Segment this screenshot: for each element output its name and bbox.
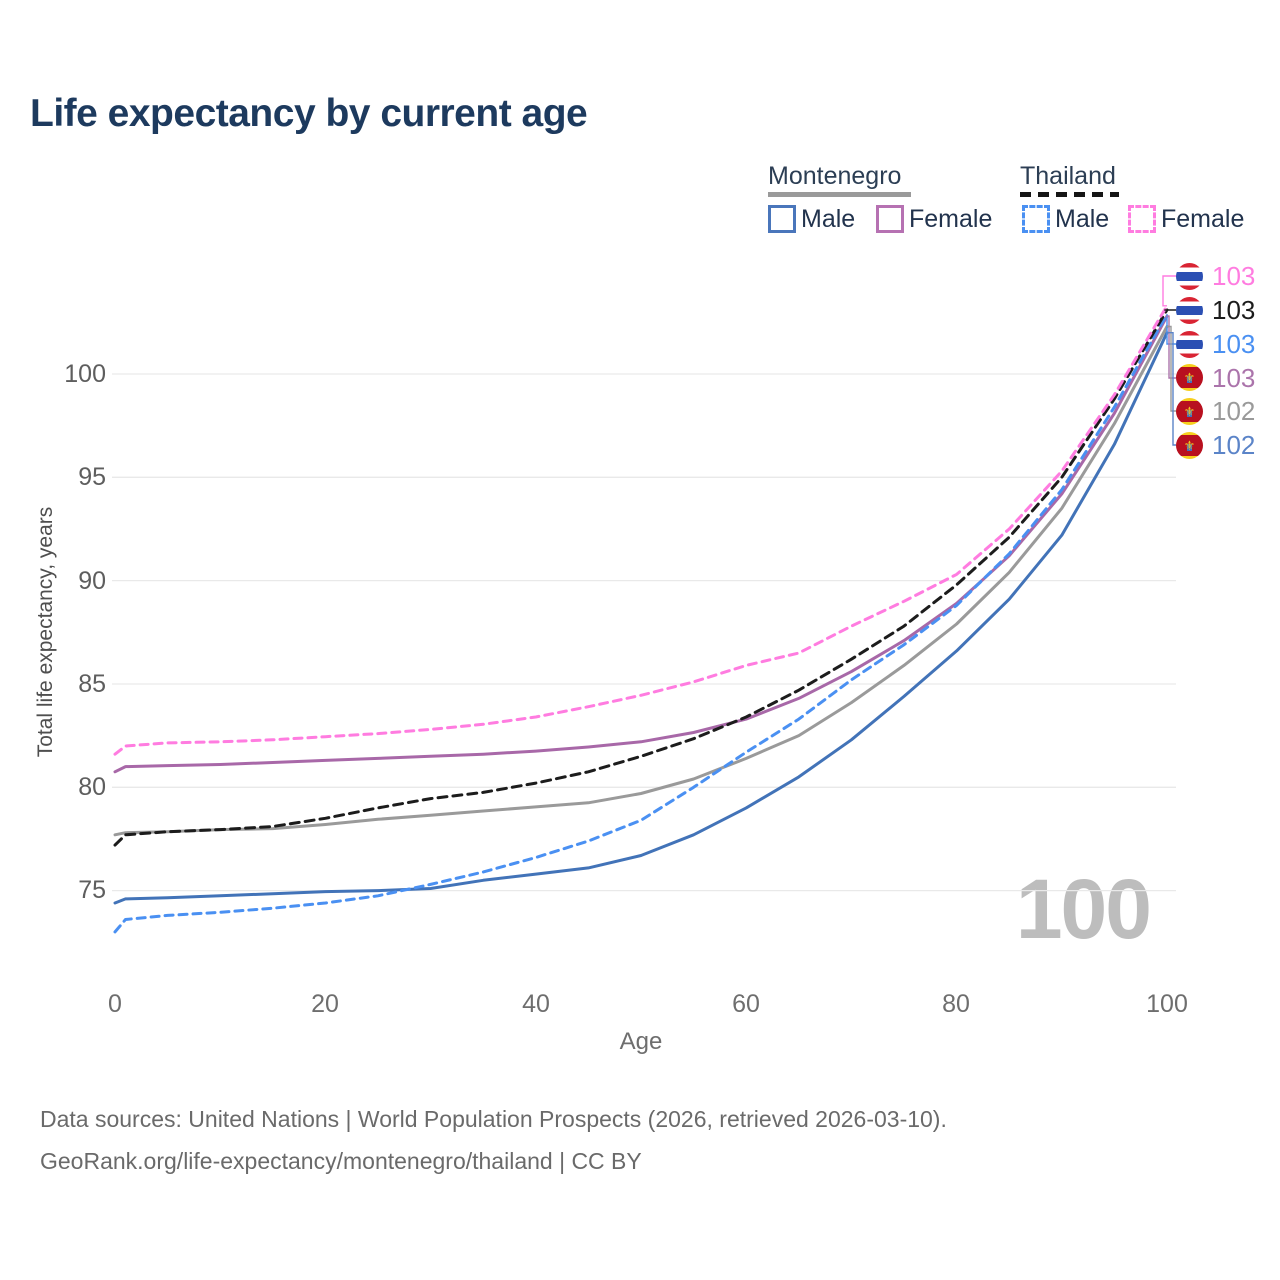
y-tick-75: 75 [78, 876, 106, 904]
thailand-flag-icon [1176, 331, 1203, 358]
y-tick-100: 100 [64, 360, 106, 388]
y-tick-80: 80 [78, 773, 106, 801]
legend-label-thailand-female[interactable]: Female [1161, 205, 1245, 233]
end-label-montenegro-total: 102 [1212, 396, 1256, 426]
end-label-montenegro-male: 102 [1212, 430, 1256, 460]
end-label-thailand-female: 103 [1212, 261, 1256, 291]
montenegro-flag-icon [1176, 432, 1203, 459]
thailand-flag-icon [1176, 263, 1203, 290]
data-sources-note: Data sources: United Nations | World Pop… [40, 1106, 947, 1132]
legend-label-montenegro-male[interactable]: Male [801, 205, 856, 233]
legend-swatch-thailand-female[interactable] [1128, 205, 1156, 233]
legend-swatch-thailand-male[interactable] [1022, 205, 1050, 233]
x-axis-title: Age [619, 1028, 663, 1055]
legend-label-montenegro-female[interactable]: Female [909, 205, 993, 233]
legend-group-thailand-title[interactable]: Thailand [1020, 162, 1116, 190]
legend-swatch-montenegro-male[interactable] [768, 205, 796, 233]
x-tick-100: 100 [1146, 990, 1188, 1018]
x-tick-40: 40 [522, 990, 550, 1018]
hover-age-watermark: 100 [1015, 862, 1152, 956]
x-tick-0: 0 [108, 990, 122, 1018]
end-label-thailand-total: 103 [1212, 295, 1256, 325]
legend-thailand-line-swatch [1020, 192, 1119, 197]
thailand-flag-icon [1176, 297, 1203, 324]
end-label-montenegro-female: 103 [1212, 363, 1256, 393]
legend-group-montenegro-title[interactable]: Montenegro [768, 162, 902, 190]
y-tick-85: 85 [78, 670, 106, 698]
legend-label-thailand-male[interactable]: Male [1055, 205, 1110, 233]
x-tick-20: 20 [311, 990, 339, 1018]
end-label-thailand-male: 103 [1212, 329, 1256, 359]
x-tick-60: 60 [732, 990, 760, 1018]
x-tick-80: 80 [942, 990, 970, 1018]
montenegro-flag-icon [1176, 398, 1203, 425]
legend-montenegro-line-swatch [768, 192, 911, 197]
y-tick-95: 95 [78, 463, 106, 491]
legend-swatch-montenegro-female[interactable] [876, 205, 904, 233]
montenegro-flag-icon [1176, 364, 1203, 391]
y-tick-90: 90 [78, 567, 106, 595]
page-title: Life expectancy by current age [30, 92, 588, 135]
attribution-link[interactable]: GeoRank.org/life-expectancy/montenegro/t… [40, 1148, 642, 1174]
